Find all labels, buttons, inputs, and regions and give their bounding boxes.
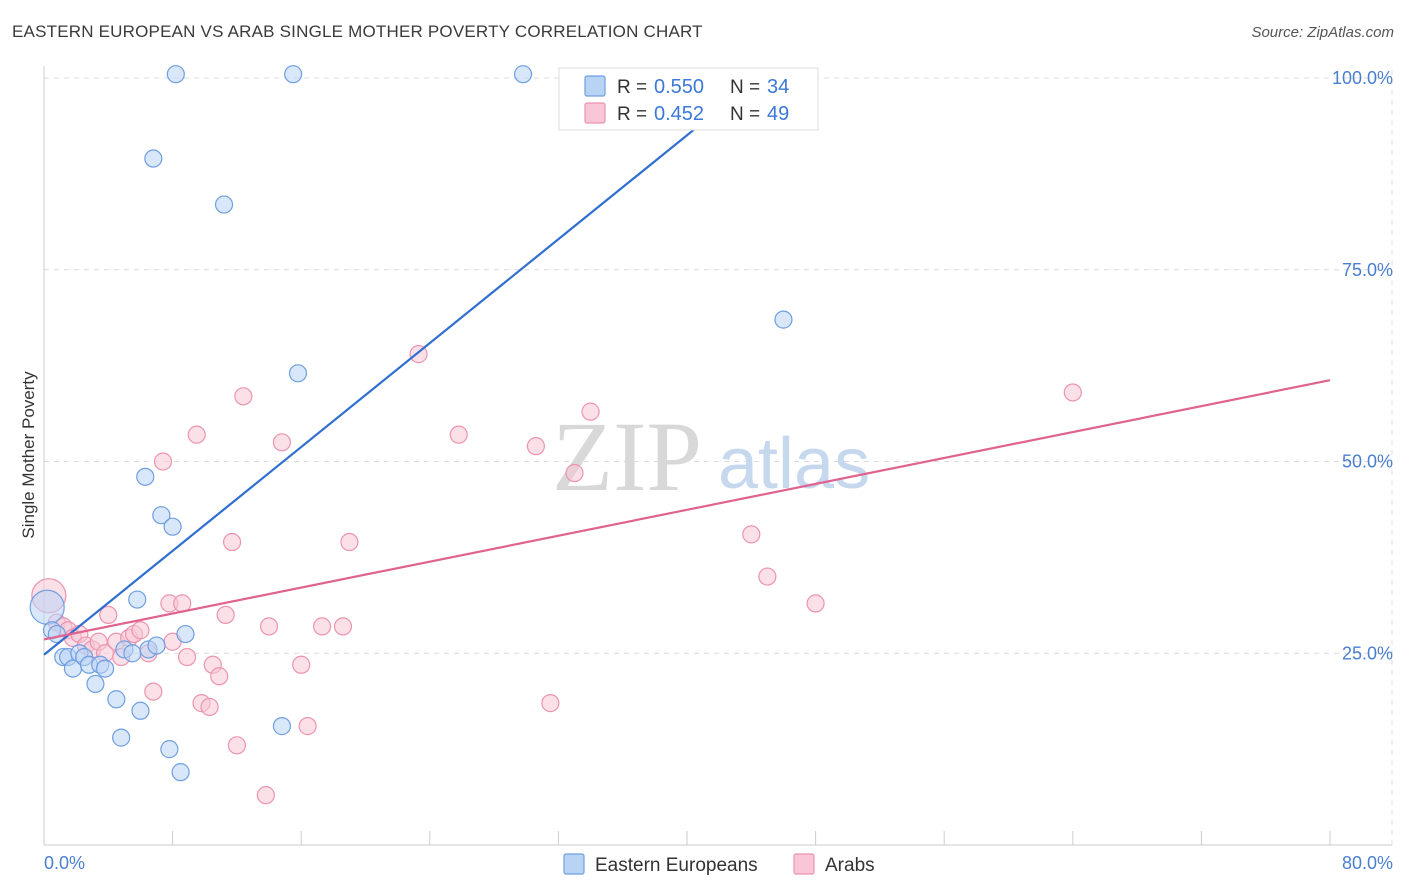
arab-point [222,532,242,552]
legend-r-value-1: 0.550 [654,76,704,98]
arab-point [292,655,311,674]
watermark: ZIP atlas [552,401,870,512]
legend-n-label-2: N = [730,104,760,125]
arab-point [256,786,275,805]
eastern-european-point [513,65,533,84]
legend-swatch-arabs [793,853,815,875]
correlation-legend: R = 0.550 N = 34 R = 0.452 N = 49 [558,67,819,131]
eastern-european-point [128,590,147,609]
arab-point [1063,383,1082,402]
legend-r-value-2: 0.452 [654,103,704,125]
eastern-european-trend-line [43,69,769,656]
legend-r-label-1: R = [617,77,647,98]
eastern-european-point [123,644,142,663]
legend-swatch-eastern-europeans [563,853,585,875]
arab-point [312,617,332,636]
legend-swatch-eastern [584,75,606,97]
arab-point [99,605,118,625]
y-axis-title: Single Mother Poverty [19,371,38,539]
series-legend: Eastern Europeans Arabs [563,853,875,876]
arab-point [227,736,246,755]
y-tick-label: 25.0% [1342,643,1393,663]
arab-point [333,617,353,636]
arab-point [177,647,197,667]
trend-lines [43,69,1331,656]
axes [43,66,1392,846]
arab-point [131,621,150,640]
arab-point [210,667,229,686]
legend-n-label-1: N = [730,77,760,98]
eastern-european-point [171,763,190,782]
legend-swatch-arab [584,102,606,124]
eastern-european-point [136,467,155,486]
arab-point [259,617,279,636]
arab-point [340,532,359,552]
arab-point [742,525,761,544]
arab-point [200,697,219,717]
arab-point [541,694,560,713]
eastern-european-point [95,659,115,678]
arab-point [806,594,825,613]
eastern-european-point [774,310,793,329]
chart-source: Source: ZipAtlas.com [1251,24,1394,41]
eastern-european-point [131,701,150,720]
arab-point [187,425,206,444]
eastern-european-point [144,149,163,168]
data-points [29,65,1082,805]
eastern-european-point [112,728,131,747]
y-tick-label: 50.0% [1342,452,1393,472]
eastern-european-point [29,589,65,625]
eastern-european-point [163,517,182,536]
eastern-european-point [152,506,171,525]
chart-title: EASTERN EUROPEAN VS ARAB SINGLE MOTHER P… [12,22,703,41]
y-tick-label: 75.0% [1342,260,1393,280]
legend-n-value-1: 34 [767,76,789,98]
eastern-european-point [272,717,292,736]
legend-label-arabs: Arabs [825,855,875,876]
arab-point [272,433,292,452]
arab-point [216,605,235,625]
arab-point [581,402,600,421]
legend-n-value-2: 49 [767,103,789,125]
eastern-european-point [160,740,179,759]
x-tick-label: 0.0% [44,853,85,873]
watermark-atlas: atlas [718,424,870,504]
eastern-european-point [288,364,308,383]
eastern-european-point [107,690,126,709]
arab-point [526,437,545,456]
legend-r-label-2: R = [617,104,647,125]
eastern-european-point [176,624,195,644]
eastern-european-point [284,65,303,84]
arab-point [298,717,317,736]
arab-point [144,682,163,701]
arab-point [153,452,173,471]
arab-point [758,567,777,586]
arab-point [449,425,468,444]
arab-trend-line [43,379,1331,641]
x-tick-label: 80.0% [1342,853,1393,873]
legend-label-eastern-europeans: Eastern Europeans [595,855,758,876]
y-tick-label: 100.0% [1332,68,1393,88]
y-tick-labels: 25.0% 50.0% 75.0% 100.0% [1332,68,1393,663]
arab-point [234,387,253,406]
x-tick-labels: 0.0% 80.0% [44,853,1393,873]
eastern-european-point [214,195,234,214]
watermark-zip: ZIP [552,401,702,512]
eastern-european-point [147,636,166,655]
eastern-european-point [86,674,105,694]
eastern-european-point [166,65,185,84]
arab-point [565,463,584,483]
